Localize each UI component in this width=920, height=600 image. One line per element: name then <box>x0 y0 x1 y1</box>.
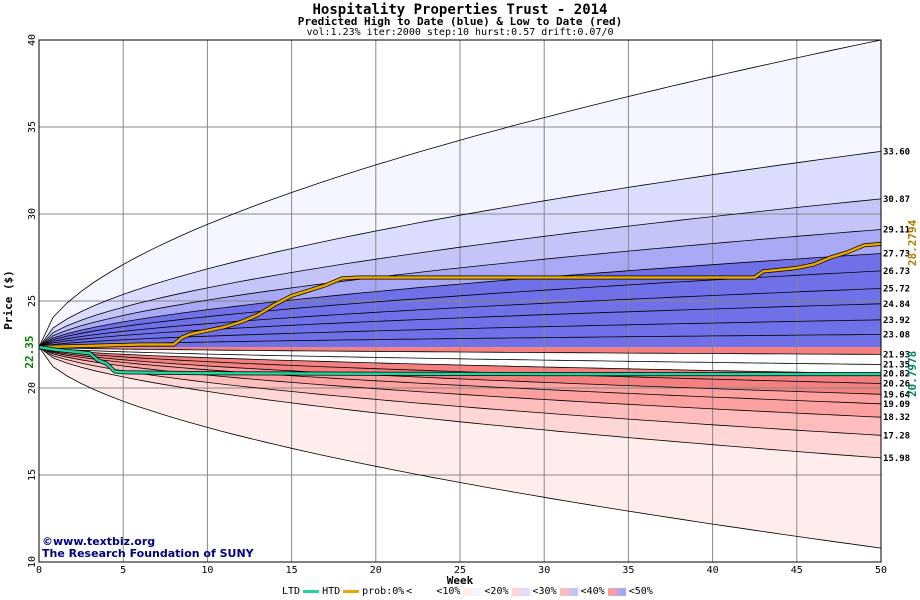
x-tick-label: 50 <box>875 565 887 576</box>
quantile-curves <box>38 39 882 549</box>
quantile-curve <box>38 346 882 365</box>
series <box>38 241 882 377</box>
x-tick-label: 5 <box>120 565 126 576</box>
quantile-curve <box>38 346 882 436</box>
quantile-curve <box>38 346 882 375</box>
quantile-curve <box>38 198 882 348</box>
x-axis-label: Week <box>447 574 474 587</box>
y-tick-label: 20 <box>27 382 38 394</box>
quantile-label: 24.84 <box>883 300 911 310</box>
legend-swatch-20 <box>511 587 530 596</box>
tick-labels: 0 5 10 15 20 25 30 35 40 45 50 10 15 20 25 30 35 40 <box>27 34 887 576</box>
chart-title: Hospitality Properties Trust - 2014 <box>312 2 608 18</box>
plot-frame <box>38 39 882 563</box>
quantile-label: 17.28 <box>883 431 910 441</box>
start-price-label: 22.35 <box>23 335 36 368</box>
x-tick-label: 15 <box>286 565 298 576</box>
quantile-curve <box>38 346 882 384</box>
low-band-3 <box>39 347 881 436</box>
y-tick-label: 25 <box>27 295 38 307</box>
quantile-curve <box>38 288 882 348</box>
legend-b30: <30% <box>532 586 557 597</box>
quantile-label: 20.26 <box>883 379 910 389</box>
y-tick-label: 15 <box>27 469 38 481</box>
legend-ltd-swatch <box>303 590 320 593</box>
quantile-label: 23.08 <box>883 330 910 340</box>
quantile-curve <box>38 346 882 395</box>
legend-b20: <20% <box>484 586 509 597</box>
legend-b40: <40% <box>580 586 605 597</box>
y-tick-label: 10 <box>27 556 38 568</box>
quantile-curve <box>38 229 882 348</box>
legend-swatch-0 <box>415 587 434 596</box>
x-tick-label: 45 <box>791 565 803 576</box>
x-tick-label: 40 <box>707 565 719 576</box>
quantile-curve <box>38 334 882 348</box>
quantile-label: 19.64 <box>883 390 911 400</box>
x-tick-label: 30 <box>538 565 550 576</box>
legend-swatch-40 <box>607 587 626 596</box>
legend: LTD HTD prob:0% < <10% <20% <30% <40% <50… <box>282 586 653 597</box>
quantile-label: 33.60 <box>883 147 910 157</box>
legend-htd-swatch <box>343 590 360 593</box>
y-tick-label: 30 <box>27 208 38 220</box>
x-tick-label: 35 <box>622 565 634 576</box>
quantile-curve <box>38 346 882 405</box>
chart-parameters: vol:1.23% iter:2000 step:10 hurst:0.57 d… <box>306 27 614 38</box>
ltd-end-label: 20.7978 <box>906 351 919 397</box>
copyright-icon: © <box>42 535 53 548</box>
quantile-curve <box>38 346 882 355</box>
quantile-curve <box>38 39 882 348</box>
quantile-label: 21.35 <box>883 361 910 371</box>
legend-swatch-30 <box>559 587 578 596</box>
quantile-curve <box>38 303 882 348</box>
quantile-curve <box>38 253 882 348</box>
quantile-curve <box>38 346 882 459</box>
high-band-3 <box>39 198 881 348</box>
quantile-label: 26.73 <box>883 267 910 277</box>
quantile-label: 25.72 <box>883 284 910 294</box>
high-band-4 <box>39 229 881 348</box>
htd-end-label: 28.2794 <box>906 219 919 266</box>
quantile-label: 20.82 <box>883 370 910 380</box>
high-band-2 <box>39 151 881 348</box>
x-tick-label: 10 <box>201 565 213 576</box>
legend-prob-label: prob:0% <box>362 586 405 597</box>
legend-ltd-label: LTD <box>282 586 301 597</box>
legend-b10: <10% <box>436 586 461 597</box>
ltd-line <box>38 345 881 376</box>
quantile-label: 23.92 <box>883 316 910 326</box>
y-axis-label: Price ($) <box>2 270 15 330</box>
quantile-label: 19.09 <box>883 400 910 410</box>
quantile-label: 21.93 <box>883 350 910 360</box>
legend-b50: <50% <box>628 586 653 597</box>
quantile-label: 27.73 <box>883 249 910 259</box>
x-tick-label: 25 <box>454 565 466 576</box>
quantile-label: 30.87 <box>883 195 910 205</box>
x-tick-label: 20 <box>370 565 382 576</box>
credit-org: The Research Foundation of SUNY <box>42 547 254 560</box>
y-tick-label: 35 <box>27 121 38 133</box>
quantile-labels: 33.60 30.87 29.11 27.73 26.73 25.72 24.84 23.92… <box>883 147 911 464</box>
quantile-curve <box>38 346 882 549</box>
quantile-label: 29.11 <box>883 225 910 235</box>
low-band-2 <box>39 347 881 458</box>
chart-subtitle: Predicted High to Date (blue) & Low to D… <box>297 15 623 28</box>
legend-htd-label: HTD <box>322 586 341 597</box>
credit-url: ©www.textbiz.org <box>42 535 156 548</box>
quantile-label: 18.32 <box>883 413 910 423</box>
x-tick-label: 0 <box>36 565 42 576</box>
quantile-curve <box>38 151 882 348</box>
quantile-label: 15.98 <box>883 454 910 464</box>
htd-line <box>38 242 882 349</box>
y-tick-label: 40 <box>27 34 38 46</box>
legend-swatch-10 <box>463 587 482 596</box>
